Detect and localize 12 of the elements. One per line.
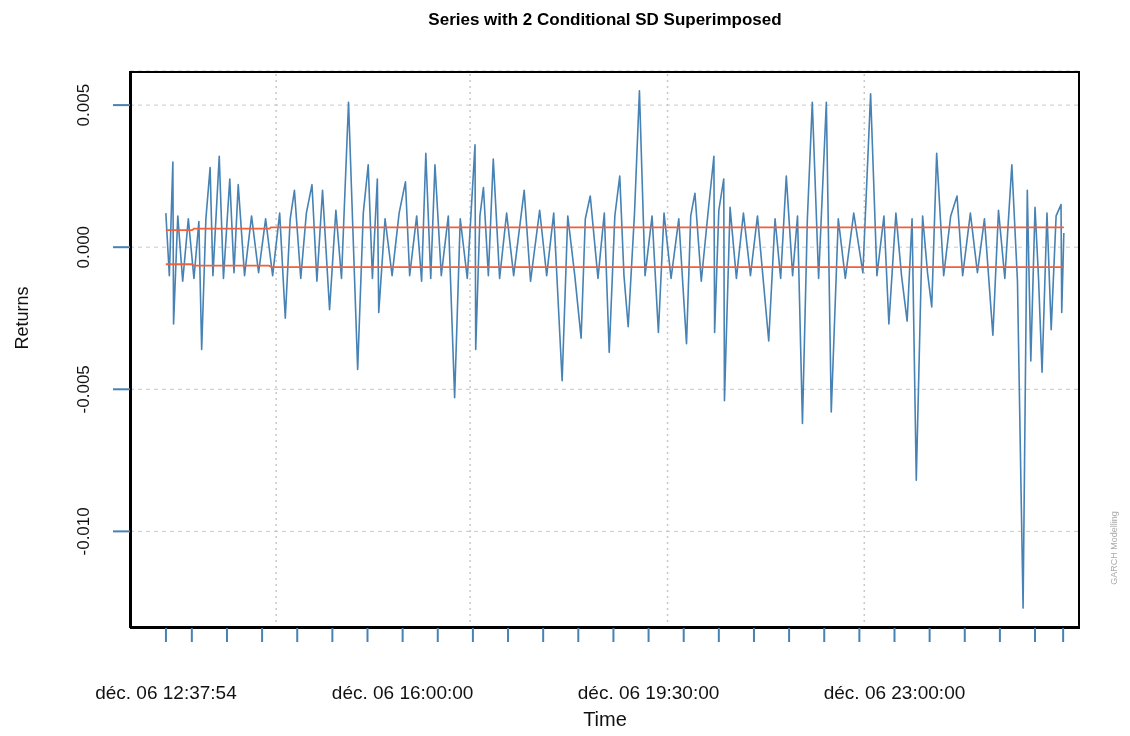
y-tick-label: 0.005 [74, 83, 93, 127]
chart-title: Series with 2 Conditional SD Superimposed [427, 10, 783, 30]
x-axis-title: Time [583, 708, 627, 730]
x-tick-label: déc. 06 16:00:00 [331, 682, 474, 703]
y-axis-title: Returns [12, 286, 33, 350]
x-tick-label: déc. 06 19:30:00 [577, 682, 720, 703]
y-tick-label: -0.010 [74, 507, 93, 556]
y-tick-label: 0.000 [74, 225, 93, 269]
y-tick-label: -0.005 [74, 365, 93, 414]
x-tick-label: déc. 06 12:37:54 [95, 682, 238, 703]
x-tick-label: déc. 06 23:00:00 [823, 682, 966, 703]
text: GARCH Modelling [1109, 511, 1119, 585]
